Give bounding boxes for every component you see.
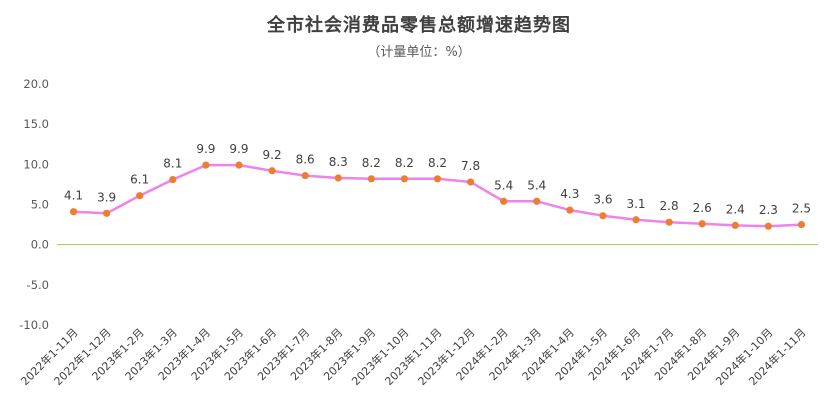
data-point bbox=[169, 175, 177, 184]
x-tick-label: 2023年1-12月 bbox=[415, 325, 478, 388]
data-label: 3.6 bbox=[593, 193, 612, 207]
series-line bbox=[73, 163, 802, 228]
data-point bbox=[665, 218, 673, 226]
data-point bbox=[268, 167, 276, 175]
data-point bbox=[632, 216, 640, 224]
chart-subtitle: （计量单位：%） bbox=[367, 45, 470, 60]
data-point bbox=[367, 175, 375, 183]
data-point bbox=[533, 197, 541, 205]
x-tick-label: 2024年1-10月 bbox=[713, 325, 776, 388]
data-label: 5.4 bbox=[527, 178, 546, 192]
data-label: 6.1 bbox=[130, 173, 149, 187]
x-tick-label: 2024年1-11月 bbox=[746, 325, 809, 388]
data-label: 5.4 bbox=[494, 178, 513, 192]
data-point bbox=[466, 178, 475, 186]
y-tick-label: 5.0 bbox=[31, 198, 49, 212]
data-label: 2.6 bbox=[693, 201, 712, 215]
data-label: 8.1 bbox=[163, 157, 182, 171]
data-label: 9.9 bbox=[229, 142, 248, 156]
data-point bbox=[301, 171, 309, 180]
x-tick-label: 2022年1-12月 bbox=[51, 325, 114, 388]
data-point bbox=[103, 209, 111, 217]
y-tick-label: -5.0 bbox=[27, 278, 49, 292]
data-point bbox=[334, 174, 342, 182]
y-tick-label: -10.0 bbox=[19, 318, 49, 332]
chart-title: 全市社会消费品零售总额增速趋势图 bbox=[266, 14, 571, 36]
data-point bbox=[69, 208, 78, 216]
y-tick-label: 0.0 bbox=[31, 238, 49, 252]
data-point bbox=[136, 192, 144, 200]
data-label: 8.6 bbox=[296, 153, 315, 167]
data-label: 2.4 bbox=[726, 202, 745, 216]
y-tick-label: 15.0 bbox=[23, 117, 49, 131]
y-axis: 20.0 15.0 10.0 5.0 0.0 -5.0 -10.0 bbox=[19, 77, 49, 332]
data-point bbox=[500, 197, 508, 205]
data-label: 7.8 bbox=[461, 159, 480, 173]
data-label: 8.2 bbox=[362, 156, 381, 170]
data-point bbox=[797, 220, 806, 229]
data-label: 8.2 bbox=[395, 156, 414, 170]
data-label: 8.3 bbox=[329, 155, 348, 169]
x-axis: 2022年1-11月2022年1-12月2023年1-2月2023年1-3月20… bbox=[18, 325, 809, 388]
data-point bbox=[202, 161, 210, 169]
data-label: 2.8 bbox=[660, 199, 679, 213]
data-labels: 4.1 3.9 6.1 8.1 9.9 9.9 9.2 8.6 8.3 8.2 8.2 8.2 7.8 5… bbox=[64, 142, 811, 217]
y-tick-label: 10.0 bbox=[23, 157, 49, 171]
data-label: 3.9 bbox=[97, 190, 116, 204]
data-point bbox=[235, 161, 243, 169]
data-point bbox=[433, 175, 442, 183]
y-tick-label: 20.0 bbox=[23, 77, 49, 91]
data-label: 8.2 bbox=[428, 156, 447, 170]
x-tick-label: 2023年1-10月 bbox=[349, 325, 412, 388]
data-label: 4.3 bbox=[560, 187, 579, 201]
data-markers bbox=[69, 161, 806, 230]
x-tick-label: 2022年1-11月 bbox=[18, 325, 81, 388]
data-point bbox=[731, 221, 739, 229]
data-point bbox=[400, 175, 409, 183]
data-label: 2.3 bbox=[759, 203, 778, 217]
data-point bbox=[566, 206, 574, 214]
data-point bbox=[764, 222, 772, 230]
data-point bbox=[698, 220, 706, 228]
data-label: 4.1 bbox=[64, 189, 83, 203]
data-label: 9.2 bbox=[263, 148, 282, 162]
data-label: 2.5 bbox=[792, 202, 811, 216]
x-tick-label: 2023年1-11月 bbox=[382, 325, 445, 388]
data-label: 3.1 bbox=[626, 197, 645, 211]
data-point bbox=[599, 212, 607, 220]
data-label: 9.9 bbox=[196, 142, 215, 156]
